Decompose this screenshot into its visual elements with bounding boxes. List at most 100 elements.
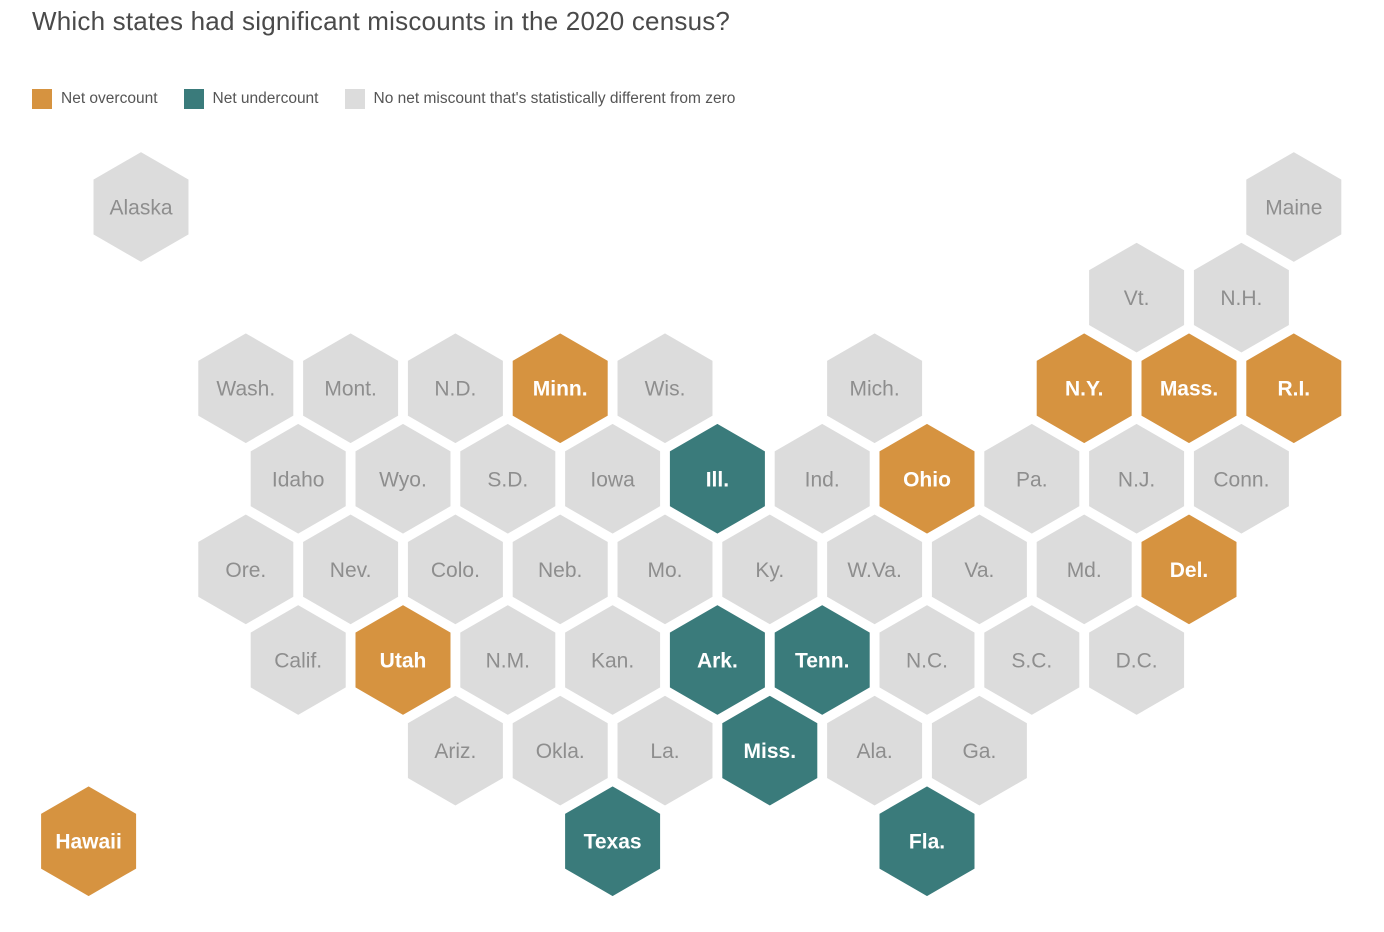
state-hex-shape xyxy=(825,512,925,627)
state-label: Ark. xyxy=(697,650,738,673)
state-hex-shape xyxy=(1191,421,1291,536)
state-label: Neb. xyxy=(538,559,582,582)
state-hex-ga: Ga. xyxy=(929,693,1029,808)
state-label: N.Y. xyxy=(1065,378,1104,401)
state-hex-wash: Wash. xyxy=(196,331,296,446)
legend-label-overcount: Net overcount xyxy=(61,90,158,107)
state-hex-colo: Colo. xyxy=(405,512,505,627)
state-hex-shape xyxy=(563,602,663,718)
state-label: N.D. xyxy=(434,378,476,401)
state-hex-shape xyxy=(877,602,977,718)
state-hex-ariz: Ariz. xyxy=(405,693,505,808)
state-hex-shape xyxy=(563,421,663,536)
state-hex-shape xyxy=(772,421,872,536)
state-label: S.C. xyxy=(1011,650,1052,673)
state-hex-ore: Ore. xyxy=(196,512,296,627)
state-hex-n-h: N.H. xyxy=(1191,240,1291,355)
state-hex-shape xyxy=(196,512,296,627)
state-hex-shape xyxy=(877,421,977,536)
state-hex-shape xyxy=(720,512,820,627)
state-label: R.I. xyxy=(1277,378,1310,401)
state-label: Utah xyxy=(380,650,427,673)
state-label: Colo. xyxy=(431,559,480,582)
state-hex-calif: Calif. xyxy=(248,602,348,718)
state-hex-pa: Pa. xyxy=(982,421,1082,536)
state-label: Hawaii xyxy=(55,831,122,854)
state-label: Mich. xyxy=(850,378,900,401)
state-hex-conn: Conn. xyxy=(1191,421,1291,536)
state-hex-shape xyxy=(825,331,925,446)
state-hex-shape xyxy=(615,693,715,808)
state-label: Ga. xyxy=(962,740,996,763)
legend-label-no-miscount: No net miscount that's statistically dif… xyxy=(373,90,736,107)
state-hex-shape xyxy=(458,602,558,718)
state-hex-d-c: D.C. xyxy=(1087,602,1187,718)
state-hex-nev: Nev. xyxy=(301,512,401,627)
state-hex-shape xyxy=(667,602,767,718)
state-label: Mo. xyxy=(647,559,682,582)
state-hex-s-d: S.D. xyxy=(458,421,558,536)
state-hex-wis: Wis. xyxy=(615,331,715,446)
state-label: Ohio xyxy=(903,468,951,491)
state-hex-ind: Ind. xyxy=(772,421,872,536)
state-label: Del. xyxy=(1170,559,1209,582)
legend-item-no-miscount: No net miscount that's statistically dif… xyxy=(344,89,736,109)
state-label: Miss. xyxy=(744,740,797,763)
state-hex-iowa: Iowa xyxy=(563,421,663,536)
state-hex-n-j: N.J. xyxy=(1087,421,1187,536)
state-hex-shape xyxy=(248,602,348,718)
state-hex-shape xyxy=(982,421,1082,536)
state-hex-shape xyxy=(667,421,767,536)
state-hex-va: Va. xyxy=(929,512,1029,627)
state-hex-hawaii: Hawaii xyxy=(39,784,139,899)
state-label: S.D. xyxy=(487,468,528,491)
state-hex-shape xyxy=(405,693,505,808)
state-hex-shape xyxy=(510,693,610,808)
state-label: Ariz. xyxy=(434,740,476,763)
state-hex-shape xyxy=(248,421,348,536)
state-label: Mass. xyxy=(1160,378,1218,401)
state-label: Texas xyxy=(584,831,642,854)
page-title: Which states had significant miscounts i… xyxy=(32,6,731,36)
state-hex-ky: Ky. xyxy=(720,512,820,627)
state-hex-shape xyxy=(877,784,977,899)
state-hex-tenn: Tenn. xyxy=(772,602,872,718)
state-hex-shape xyxy=(39,784,139,899)
state-hex-shape xyxy=(405,331,505,446)
legend-label-undercount: Net undercount xyxy=(212,90,319,107)
state-label: N.H. xyxy=(1220,287,1262,310)
state-hex-shape xyxy=(353,602,453,718)
state-label: Idaho xyxy=(272,468,325,491)
state-hex-shape xyxy=(615,512,715,627)
state-hex-shape xyxy=(301,331,401,446)
state-hex-shape xyxy=(1244,149,1344,265)
state-hex-vt: Vt. xyxy=(1087,240,1187,355)
state-hex-kan: Kan. xyxy=(563,602,663,718)
legend-swatch-overcount xyxy=(32,89,52,109)
state-hex-mo: Mo. xyxy=(615,512,715,627)
state-hex-okla: Okla. xyxy=(510,693,610,808)
state-hex-n-c: N.C. xyxy=(877,602,977,718)
state-hex-shape xyxy=(353,421,453,536)
state-hex-shape xyxy=(1087,421,1187,536)
state-hex-shape xyxy=(510,512,610,627)
state-label: Ala. xyxy=(857,740,893,763)
state-hex-md: Md. xyxy=(1034,512,1134,627)
state-label: Maine xyxy=(1265,197,1322,220)
state-hex-shape xyxy=(91,149,191,265)
state-hex-shape xyxy=(196,331,296,446)
state-hex-mass: Mass. xyxy=(1139,331,1239,446)
legend-item-overcount: Net overcount xyxy=(32,89,158,109)
state-label: Kan. xyxy=(591,650,634,673)
state-hex-la: La. xyxy=(615,693,715,808)
state-label: Calif. xyxy=(274,650,322,673)
legend-swatch-undercount xyxy=(183,89,204,109)
state-label: Md. xyxy=(1067,559,1102,582)
state-label: Ind. xyxy=(805,468,840,491)
state-hex-minn: Minn. xyxy=(510,331,610,446)
state-hex-shape xyxy=(929,512,1029,627)
state-hex-shape xyxy=(510,331,610,446)
state-label: Nev. xyxy=(330,559,372,582)
state-label: Wash. xyxy=(216,378,275,401)
